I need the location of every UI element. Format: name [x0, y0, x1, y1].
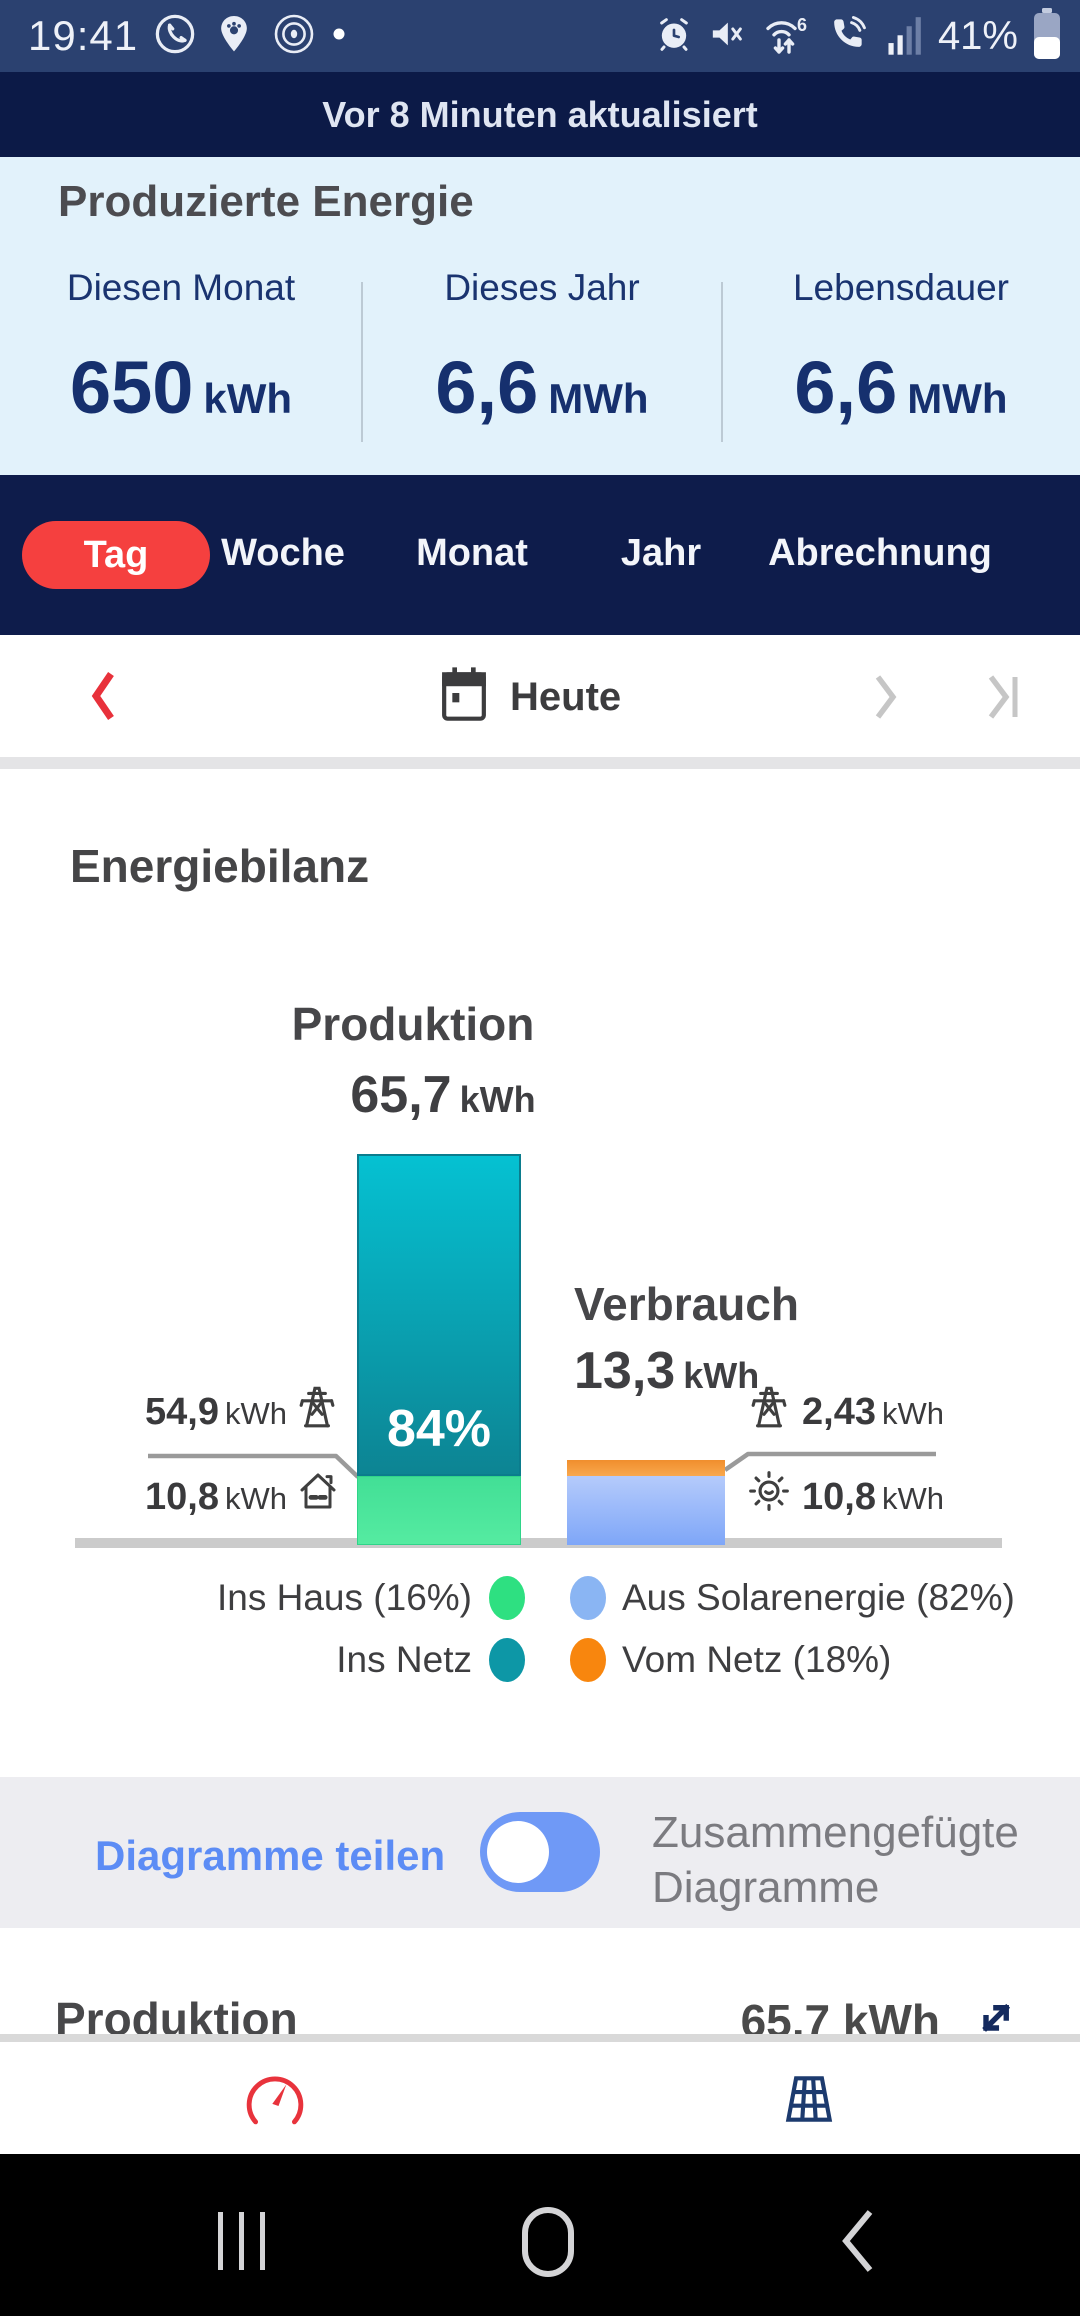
legend-row: Ins Netz Vom Netz (18%) [0, 1636, 1080, 1684]
wifi-call-icon [824, 12, 870, 61]
stat-divider [361, 282, 363, 442]
to-grid-label: 54,9 kWh [145, 1391, 287, 1433]
energy-balance-title: Energiebilanz [70, 840, 370, 892]
house-icon [294, 1466, 342, 1521]
muted-icon [706, 14, 748, 59]
status-bar-left: 19:41 [0, 10, 346, 63]
bar-segment-from-grid [567, 1460, 725, 1476]
status-bar: 19:41 [0, 0, 1080, 72]
tab-abrechnung[interactable]: Abrechnung [768, 532, 992, 574]
back-button[interactable] [838, 2206, 878, 2281]
stat-label: Lebensdauer [792, 267, 1010, 308]
calendar-icon[interactable] [436, 655, 492, 736]
stat-unit: MWh [907, 375, 1008, 422]
sun-icon [744, 1466, 794, 1521]
prev-day-chevron-icon[interactable] [88, 669, 118, 728]
android-nav-bar [0, 2154, 1080, 2316]
production-bar-label: Produktion [291, 998, 535, 1050]
wifi6-icon: 6 [760, 12, 812, 61]
from-solar-label: 10,8 kWh [802, 1476, 944, 1518]
legend-dot-vom-netz [570, 1638, 606, 1682]
whatsapp-icon [152, 11, 198, 62]
merged-diagrams-label: Zusammengefügte Diagramme [652, 1808, 1019, 1912]
section-divider [0, 757, 1080, 769]
date-label: Heute [510, 675, 622, 719]
stat-value: 650 [69, 346, 194, 429]
produced-energy-section: Produzierte Energie Diesen Monat 650 kWh … [0, 157, 1080, 475]
stat-value: 6,6 [794, 346, 898, 429]
pin-paw-icon [212, 11, 256, 62]
expand-icon[interactable] [968, 1992, 1022, 2051]
legend-dot-ins-netz [489, 1638, 525, 1682]
legend-label: Ins Netz [336, 1639, 472, 1680]
legend-label: Aus Solarenergie (82%) [622, 1577, 1015, 1618]
stat-unit: MWh [548, 375, 649, 422]
stat-label: Dieses Jahr [444, 267, 640, 308]
notification-dot [332, 27, 346, 46]
tab-monat[interactable]: Monat [416, 532, 528, 574]
period-tab-bar: Tag Woche Monat Jahr Abrechnung [0, 475, 1080, 635]
production-list-row[interactable]: Produktion 65,7 kWh [0, 1928, 1080, 2047]
stat-lifetime: Lebensdauer 6,6 MWh [722, 267, 1080, 457]
recents-button[interactable] [218, 2212, 265, 2270]
stat-divider [721, 282, 723, 442]
bar-segment-to-grid [357, 1154, 521, 1476]
clock-text: 19:41 [28, 12, 139, 59]
pylon-icon [292, 1381, 342, 1438]
svg-text:6: 6 [797, 15, 807, 35]
update-banner-text: Vor 8 Minuten aktualisiert [322, 93, 758, 135]
solar-panel-icon[interactable] [778, 2068, 840, 2135]
dashboard-speedometer-icon[interactable] [242, 2064, 308, 2139]
from-grid-label: 2,43 kWh [802, 1391, 944, 1433]
legend-label: Ins Haus (16%) [217, 1577, 472, 1618]
next-day-chevron-icon[interactable] [872, 673, 900, 726]
legend-dot-ins-haus [489, 1576, 525, 1620]
self-consumption-percent: 84% [386, 1400, 492, 1458]
camera-circle-icon [270, 10, 318, 63]
legend-dot-aus-solar [570, 1576, 606, 1620]
tab-woche[interactable]: Woche [221, 532, 345, 574]
to-house-label: 10,8 kWh [145, 1476, 287, 1518]
produced-energy-title: Produzierte Energie [58, 177, 474, 226]
stat-this-year: Dieses Jahr 6,6 MWh [362, 267, 722, 457]
production-bar-total: 65,7 kWh [350, 1066, 536, 1124]
home-button[interactable] [520, 2206, 576, 2283]
stat-this-month: Diesen Monat 650 kWh [0, 267, 362, 457]
date-nav: Heute [0, 635, 1080, 757]
bottom-nav [0, 2034, 1080, 2154]
connector-lines [148, 1451, 936, 1479]
legend-row: Ins Haus (16%) Aus Solarenergie (82%) [0, 1574, 1080, 1622]
alarm-icon [654, 14, 694, 59]
share-row: Diagramme teilen Zusammengefügte Diagram… [0, 1777, 1080, 1928]
energy-balance-section: Energiebilanz Produktion 65,7 kWh Verbrau… [0, 769, 1080, 1777]
bar-segment-to-house [357, 1476, 521, 1545]
tab-jahr[interactable]: Jahr [620, 532, 702, 574]
battery-percent-text: 41% [937, 13, 1018, 58]
bar-segment-from-solar [567, 1476, 725, 1545]
chart-baseline [75, 1538, 1002, 1548]
legend-label: Vom Netz (18%) [622, 1639, 892, 1680]
consumption-bar-total: 13,3 kWh [574, 1342, 760, 1400]
status-bar-right: 6 41% [654, 7, 1080, 65]
update-banner: Vor 8 Minuten aktualisiert [0, 72, 1080, 157]
share-diagrams-link[interactable]: Diagramme teilen [95, 1832, 446, 1879]
tab-tag[interactable]: Tag [22, 521, 210, 589]
pylon-icon [744, 1381, 794, 1438]
skip-to-today-icon[interactable] [985, 673, 1027, 726]
stat-label: Diesen Monat [66, 267, 296, 308]
consumption-bar-label: Verbrauch [574, 1278, 799, 1330]
signal-icon [882, 12, 926, 61]
battery-icon [1030, 7, 1064, 65]
toggle-knob [487, 1821, 549, 1883]
stat-value: 6,6 [435, 346, 539, 429]
merged-diagrams-toggle[interactable] [480, 1812, 600, 1892]
stat-unit: kWh [203, 375, 293, 422]
